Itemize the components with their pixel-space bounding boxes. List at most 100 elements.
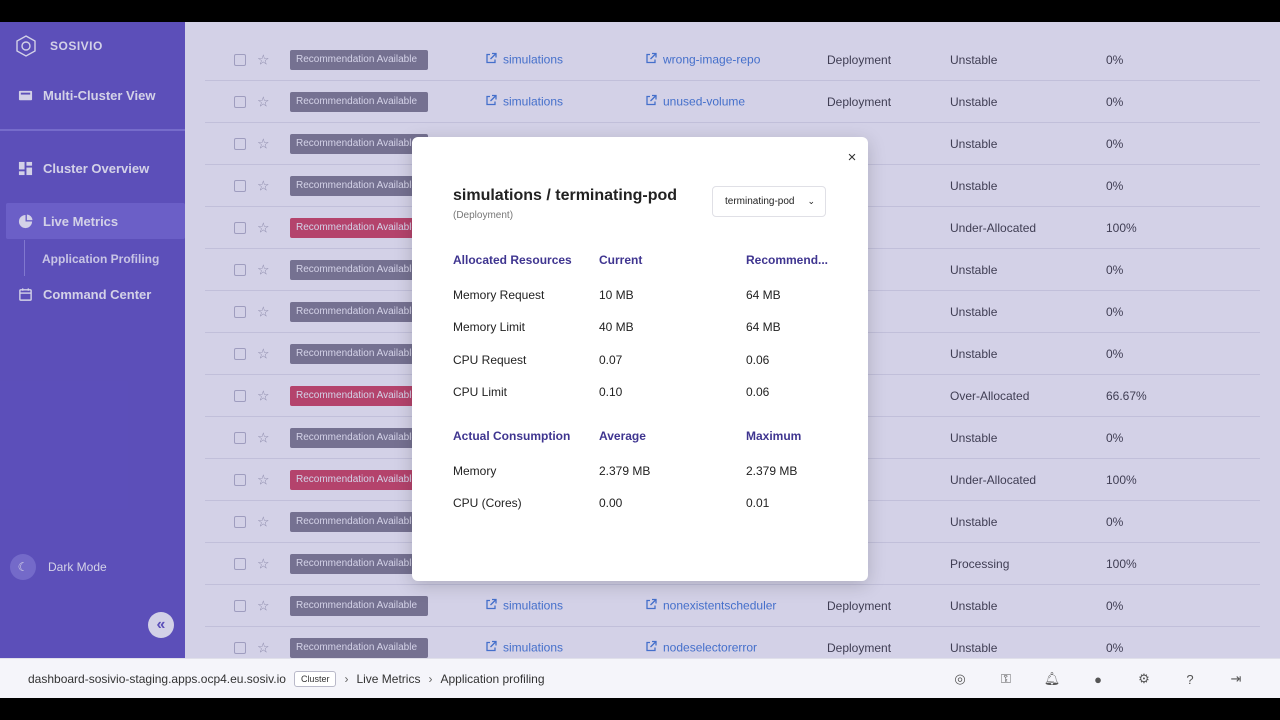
star-icon[interactable]: ☆ <box>257 261 270 277</box>
status-badge: Recommendation Available <box>290 427 428 448</box>
sidebar: SOSIVIO Multi-Cluster View Cluster Overv… <box>0 22 185 658</box>
allocated-header-col3: Recommend... <box>746 253 829 267</box>
row-checkbox[interactable] <box>234 473 246 486</box>
pod-select[interactable]: terminating-pod ⌄ <box>712 186 826 217</box>
star-icon[interactable]: ☆ <box>257 387 270 403</box>
row-checkbox[interactable] <box>234 137 246 150</box>
table-row[interactable]: ☆Recommendation AvailablementOver-Alloca… <box>205 375 1260 417</box>
key-icon[interactable]: ⚿ <box>1001 671 1011 686</box>
percent-cell: 100% <box>1106 220 1137 235</box>
row-checkbox[interactable] <box>234 179 246 192</box>
external-link-icon <box>645 52 657 67</box>
table-row[interactable]: ☆ Recommendation Available simulations none… <box>205 585 1260 627</box>
help-icon[interactable]: ? <box>1186 671 1194 687</box>
star-icon[interactable]: ☆ <box>257 135 270 151</box>
row-checkbox[interactable] <box>234 53 246 66</box>
sidebar-item-label: Command Center <box>43 287 152 302</box>
namespace-link[interactable]: simulations <box>485 598 563 613</box>
status-badge: Recommendation Available <box>290 133 428 154</box>
kind-cell: Deployment <box>827 640 892 655</box>
star-icon[interactable]: ☆ <box>257 471 270 487</box>
namespace-link[interactable]: simulations <box>485 640 563 655</box>
star-icon[interactable]: ☆ <box>257 345 270 361</box>
star-icon[interactable]: ☆ <box>257 177 270 193</box>
kind-cell: Deployment <box>827 52 892 67</box>
workload-link[interactable]: unused-volume <box>645 94 745 109</box>
star-icon[interactable]: ☆ <box>257 513 270 529</box>
row-checkbox[interactable] <box>234 599 246 612</box>
brand-name: SOSIVIO <box>50 39 103 53</box>
star-icon[interactable]: ☆ <box>257 597 270 613</box>
row-checkbox[interactable] <box>234 305 246 318</box>
breadcrumb-separator: › <box>428 672 433 686</box>
row-checkbox[interactable] <box>234 431 246 444</box>
sidebar-item-command-center[interactable]: Command Center <box>0 287 185 302</box>
status-badge: Recommendation Available <box>290 91 428 112</box>
percent-cell: 0% <box>1106 94 1124 109</box>
workload-link[interactable]: wrong-image-repo <box>645 52 760 67</box>
breadcrumb-application-profiling: Application profiling <box>440 672 545 686</box>
star-icon[interactable]: ☆ <box>257 555 270 571</box>
resource-name: Memory Request <box>453 288 545 302</box>
sidebar-divider <box>0 129 185 131</box>
star-icon[interactable]: ☆ <box>257 639 270 655</box>
row-checkbox[interactable] <box>234 641 246 654</box>
status-badge-label: Recommendation Available <box>296 264 418 275</box>
workload-link[interactable]: nodeselectorerror <box>645 640 757 655</box>
percent-cell: 0% <box>1106 136 1124 151</box>
namespace-label: simulations <box>503 94 564 109</box>
star-icon[interactable]: ☆ <box>257 93 270 109</box>
star-icon[interactable]: ☆ <box>257 51 270 67</box>
cluster-host[interactable]: dashboard-sosivio-staging.apps.ocp4.eu.s… <box>28 672 286 686</box>
workload-link[interactable]: nonexistentscheduler <box>645 598 776 613</box>
table-row[interactable]: ☆ Recommendation Available simulations unus… <box>205 81 1260 123</box>
allocated-header-col2: Current <box>599 253 643 267</box>
table-row[interactable]: ☆ Recommendation Available simulations wron… <box>205 39 1260 81</box>
percent-cell: 0% <box>1106 346 1124 361</box>
collapse-sidebar-button[interactable]: « <box>148 612 174 638</box>
row-checkbox[interactable] <box>234 515 246 528</box>
sidebar-item-live-metrics[interactable]: Live Metrics <box>6 203 185 239</box>
row-checkbox[interactable] <box>234 347 246 360</box>
row-checkbox[interactable] <box>234 221 246 234</box>
namespace-link[interactable]: simulations <box>485 52 563 67</box>
sosivio-logo-icon <box>16 35 36 57</box>
user-icon[interactable]: ● <box>1094 671 1102 687</box>
namespace-link[interactable]: simulations <box>485 94 563 109</box>
sidebar-item-cluster-overview[interactable]: Cluster Overview <box>0 161 185 176</box>
current-value: 40 MB <box>599 320 634 334</box>
breadcrumb-live-metrics[interactable]: Live Metrics <box>356 672 421 686</box>
sidebar-item-label: Multi-Cluster View <box>43 88 156 103</box>
star-icon[interactable]: ☆ <box>257 303 270 319</box>
sidebar-subitem-application-profiling[interactable]: Application Profiling <box>42 252 160 266</box>
status-badge: Recommendation Available <box>290 343 428 364</box>
workload-label: nodeselectorerror <box>663 640 758 655</box>
status-cell: Unstable <box>950 598 998 613</box>
row-checkbox[interactable] <box>234 557 246 570</box>
kind-cell: Deployment <box>827 598 892 613</box>
chevron-down-icon: ⌄ <box>807 196 815 206</box>
percent-cell: 100% <box>1106 556 1137 571</box>
percent-cell: 0% <box>1106 178 1124 193</box>
status-badge-label: Recommendation Available <box>296 432 418 443</box>
gear-icon[interactable]: ⚙ <box>1138 671 1150 686</box>
status-cell: Unstable <box>950 94 998 109</box>
row-checkbox[interactable] <box>234 95 246 108</box>
status-badge: Recommendation Available <box>290 49 428 70</box>
resource-name: CPU Request <box>453 353 527 367</box>
row-checkbox[interactable] <box>234 389 246 402</box>
target-icon[interactable]: ◎ <box>954 671 966 686</box>
bell-icon[interactable]: 🔔︎ <box>1043 671 1061 686</box>
brand[interactable]: SOSIVIO <box>14 34 103 58</box>
status-cell: Unstable <box>950 430 998 445</box>
logout-icon[interactable]: ⇥ <box>1230 671 1242 686</box>
row-checkbox[interactable] <box>234 263 246 276</box>
status-badge-label: Recommendation Available <box>296 600 418 611</box>
close-icon[interactable]: × <box>847 148 857 166</box>
metric-name: Memory <box>453 464 497 478</box>
dark-mode-toggle[interactable]: ☾ Dark Mode <box>10 554 107 580</box>
star-icon[interactable]: ☆ <box>257 429 270 445</box>
pie-chart-icon <box>18 213 33 228</box>
star-icon[interactable]: ☆ <box>257 219 270 235</box>
sidebar-item-multi-cluster[interactable]: Multi-Cluster View <box>0 88 185 103</box>
